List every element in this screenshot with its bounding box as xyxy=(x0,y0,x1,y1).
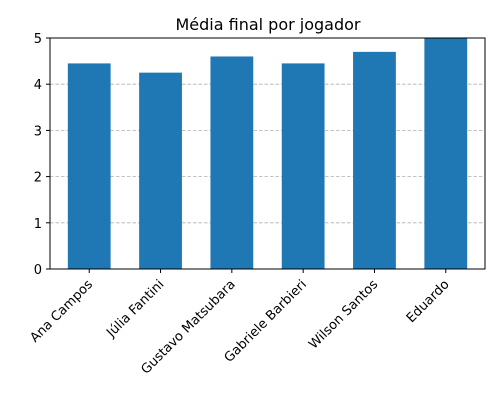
bars xyxy=(67,38,468,270)
chart-title: Média final por jogador xyxy=(175,15,360,34)
y-tick-label: 5 xyxy=(34,32,42,47)
y-tick-label: 2 xyxy=(34,171,42,186)
bar xyxy=(353,51,396,269)
y-tick-label: 4 xyxy=(34,78,42,93)
bar xyxy=(139,72,182,270)
x-tick-label: Eduardo xyxy=(404,277,453,326)
y-axis-ticks: 0 1 2 3 4 5 xyxy=(34,32,50,278)
bar xyxy=(424,38,468,269)
bar xyxy=(281,63,325,269)
grid-lines xyxy=(50,83,485,224)
y-tick-label: 3 xyxy=(34,124,42,139)
x-tick-label: Júlia Fantini xyxy=(103,277,167,341)
y-tick-label: 1 xyxy=(34,217,42,232)
x-tick-label: Wilson Santos xyxy=(306,277,381,352)
plot-frame xyxy=(49,37,486,270)
bar xyxy=(210,56,254,270)
bar xyxy=(67,63,111,269)
x-tick-label: Ana Campos xyxy=(28,277,97,346)
y-tick-label: 0 xyxy=(34,263,42,278)
